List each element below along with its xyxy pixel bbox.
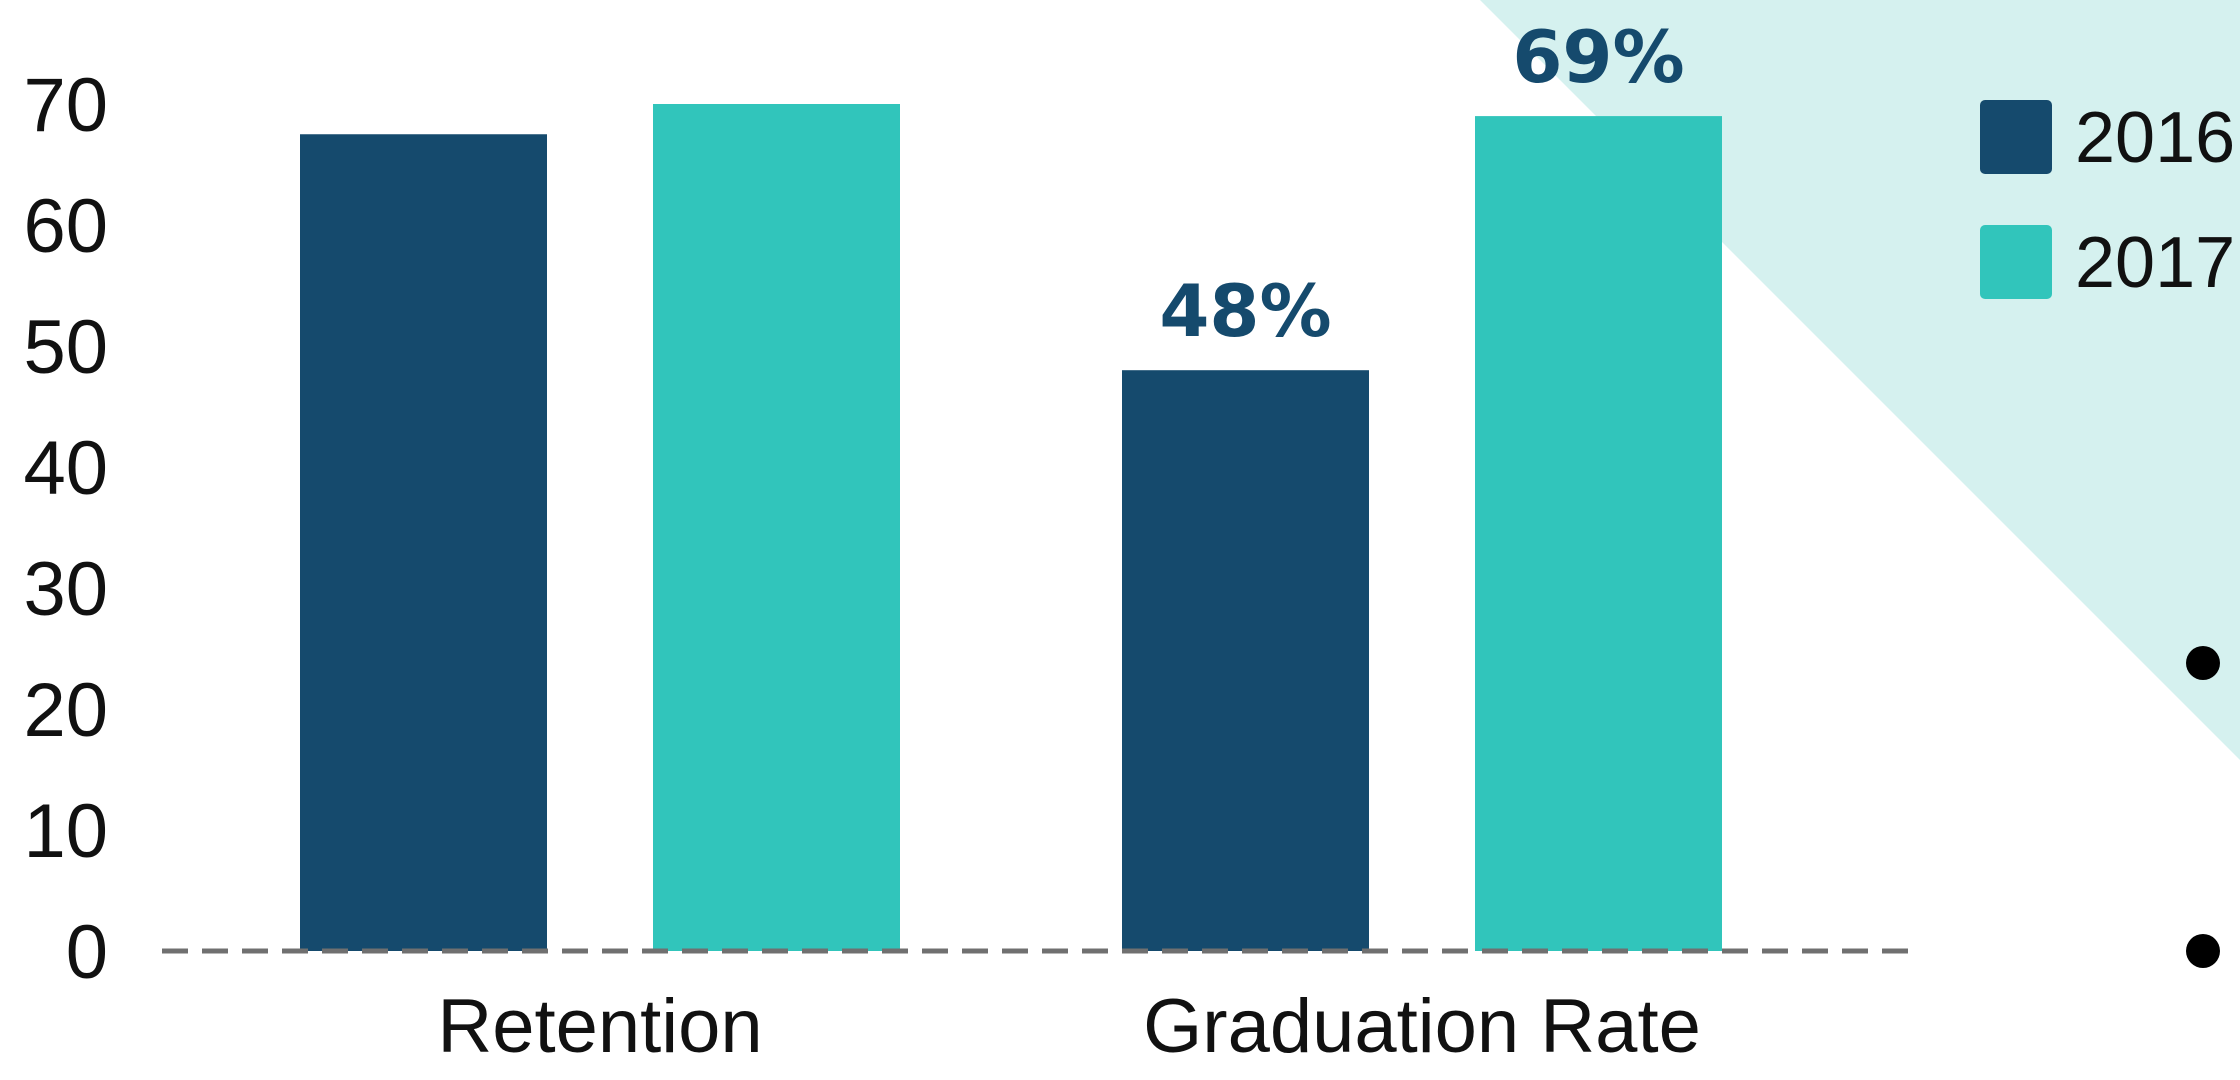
y-tick-label: 10 — [23, 789, 108, 874]
bar-2016-graduation-rate — [1122, 370, 1369, 951]
bullet-markers — [2186, 646, 2220, 968]
y-tick-label: 70 — [23, 63, 108, 148]
y-axis: 0 10 20 30 40 50 60 70 — [23, 63, 108, 995]
bar-2016-retention — [300, 134, 547, 951]
data-label: 48% — [1159, 269, 1331, 353]
y-tick-label: 30 — [23, 547, 108, 632]
category-label: Graduation Rate — [1143, 984, 1701, 1069]
bar-series — [300, 104, 1722, 952]
y-tick-label: 60 — [23, 184, 108, 269]
legend-label: 2017 — [2075, 223, 2235, 303]
category-label: Retention — [437, 984, 762, 1069]
bullet-dot — [2186, 934, 2220, 968]
data-labels: 48% 69% — [1159, 15, 1684, 353]
y-tick-label: 0 — [66, 910, 108, 995]
legend-swatch — [1980, 100, 2052, 174]
bar-2017-retention — [653, 104, 900, 951]
y-tick-label: 40 — [23, 426, 108, 511]
bar-2017-graduation-rate — [1475, 116, 1722, 952]
y-tick-label: 20 — [23, 668, 108, 753]
legend-swatch — [1980, 225, 2052, 299]
bullet-dot — [2186, 646, 2220, 680]
legend-label: 2016 — [2075, 98, 2235, 178]
data-label: 69% — [1512, 15, 1684, 99]
x-axis: Retention Graduation Rate — [437, 984, 1701, 1069]
y-tick-label: 50 — [23, 305, 108, 390]
legend: 2016 2017 — [1980, 98, 2235, 303]
